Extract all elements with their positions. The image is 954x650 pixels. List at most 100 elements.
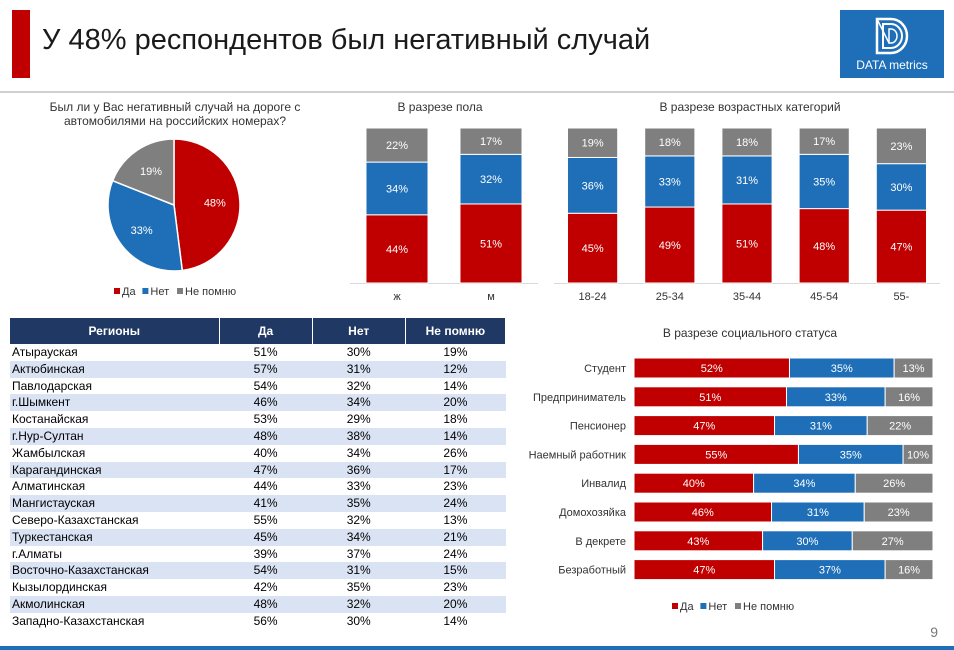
status-tick-label: Предприниматель <box>533 392 626 404</box>
table-header-cell: Нет <box>312 318 406 344</box>
region-name-cell: Восточно-Казахстанская <box>10 562 220 580</box>
age-tick-label: 25-34 <box>656 291 684 303</box>
sex-bar-no <box>365 161 429 216</box>
pie-slice-dontremember <box>111 138 175 207</box>
sex-chart-title: В разрезе пола <box>397 100 483 114</box>
status-data-label: 34% <box>793 478 815 490</box>
status-tick-label: Безработный <box>558 565 626 577</box>
status-legend-swatch-yes <box>672 603 678 609</box>
status-bar-dontremember <box>893 357 934 379</box>
table-row: Акмолинская 48% 32% 20% <box>10 595 506 613</box>
pie-chart-title: Был ли у Вас негативный случай на дороге… <box>49 100 301 128</box>
age-data-label: 31% <box>736 175 758 187</box>
age-tick-label: 45-54 <box>810 291 838 303</box>
age-bar-dontremember <box>644 127 696 157</box>
status-legend-swatch-no <box>700 603 707 609</box>
status-data-label: 37% <box>819 565 841 577</box>
sex-data-label: 44% <box>386 244 408 256</box>
table-header-row: Регионы Да Нет Не помню <box>10 318 507 344</box>
region-name-cell: Жамбылская <box>12 445 86 460</box>
table-value-cell: 26% <box>443 445 468 460</box>
age-data-label: 18% <box>736 137 758 149</box>
age-bar-dontremember <box>721 127 773 157</box>
status-tick-label: Инвалид <box>581 478 626 490</box>
table-value-cell: 23% <box>443 479 468 494</box>
status-data-label: 47% <box>693 565 715 577</box>
status-data-label: 47% <box>693 421 715 433</box>
pie-slice-yes <box>173 138 241 272</box>
sex-bar-no <box>459 153 523 205</box>
table-value-cell: 14% <box>443 378 468 393</box>
table-value-cell: 31% <box>312 360 406 378</box>
page-title: У 48% респондентов был негативный случай <box>42 24 651 56</box>
age-data-label: 51% <box>736 238 758 250</box>
pie-data-label: 33% <box>131 225 153 237</box>
table-value-cell: 54% <box>219 562 313 580</box>
table-value-cell: 38% <box>312 427 406 445</box>
status-data-label: 23% <box>888 507 910 519</box>
age-bar-yes <box>567 212 619 284</box>
age-data-label: 36% <box>582 180 604 192</box>
status-tick-label: В декрете <box>575 536 626 548</box>
table-value-cell: 32% <box>346 378 371 393</box>
table-value-cell: 13% <box>443 512 468 527</box>
table-value-cell: 34% <box>346 445 371 460</box>
status-legend-swatch-dontremember <box>735 603 741 609</box>
title-accent-bar <box>12 10 30 78</box>
age-tick-label: 18-24 <box>579 291 607 303</box>
header-divider <box>0 91 954 93</box>
table-value-cell: 12% <box>405 360 506 378</box>
age-data-label: 47% <box>890 242 912 254</box>
table-value-cell: 15% <box>405 562 506 580</box>
table-value-cell: 57% <box>219 360 313 378</box>
status-data-label: 35% <box>831 363 853 375</box>
status-legend-label-no: Нет <box>708 601 727 613</box>
table-value-cell: 55% <box>253 512 278 527</box>
status-data-label: 33% <box>825 392 847 404</box>
region-name-cell: Северо-Казахстанская <box>12 512 139 527</box>
table-row: Костанайская 53% 29% 18% <box>10 411 506 428</box>
age-chart-title: В разрезе возрастных категорий <box>659 100 841 114</box>
page-number: 9 <box>930 624 938 640</box>
table-value-cell: 54% <box>253 378 278 393</box>
status-bar-dontremember <box>902 443 934 465</box>
table-value-cell: 44% <box>253 479 278 494</box>
status-tick-label: Домохозяйка <box>559 507 627 519</box>
legend-label-dontremember: Не помню <box>185 286 236 298</box>
table-value-cell: 48% <box>219 427 313 445</box>
table-row: Атырауская 51% 30% 19% <box>10 344 506 361</box>
table-row: Карагандинская 47% 36% 17% <box>10 461 506 479</box>
status-bar-dontremember <box>884 386 934 408</box>
table-value-cell: 24% <box>405 495 506 512</box>
table-value-cell: 17% <box>405 461 506 479</box>
pie-slice-no <box>107 179 184 272</box>
age-data-label: 49% <box>659 240 681 252</box>
footer-bar <box>0 646 954 650</box>
region-name-cell: Кызылординская <box>12 580 107 595</box>
status-data-label: 51% <box>699 392 721 404</box>
status-bar-dontremember <box>851 530 934 552</box>
status-data-label: 16% <box>898 392 920 404</box>
region-name-cell: Акмолинская <box>10 595 220 613</box>
sex-tick-label: ж <box>393 291 401 303</box>
table-row: Туркестанская 45% 34% 21% <box>10 528 506 546</box>
age-bar-no <box>644 155 696 208</box>
table-value-cell: 36% <box>312 461 406 479</box>
pie-data-label: 19% <box>140 166 162 178</box>
table-value-cell: 42% <box>253 580 278 595</box>
status-data-label: 22% <box>889 421 911 433</box>
status-bar-dontremember <box>854 472 934 494</box>
table-value-cell: 33% <box>346 479 371 494</box>
age-bar-dontremember <box>567 127 619 158</box>
sex-tick-label: м <box>487 291 495 303</box>
table-value-cell: 35% <box>312 495 406 512</box>
table-value-cell: 53% <box>253 412 278 427</box>
table-header-cell: Да <box>219 318 313 344</box>
status-legend-label-yes: Да <box>680 601 694 613</box>
age-bar-no <box>721 155 773 205</box>
table-row: Мангистауская 41% 35% 24% <box>10 495 506 512</box>
table-row: г.Алматы 39% 37% 24% <box>10 546 506 563</box>
status-data-label: 16% <box>898 565 920 577</box>
status-data-label: 26% <box>883 478 905 490</box>
sex-bar-yes <box>459 203 523 284</box>
